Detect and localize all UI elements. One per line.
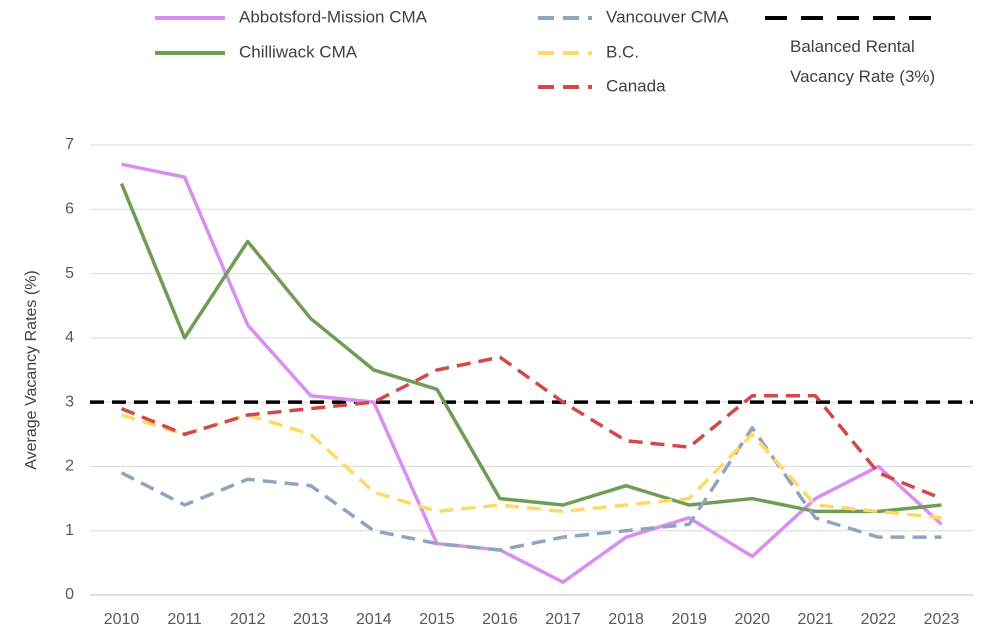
y-tick-label: 5 bbox=[65, 265, 74, 282]
x-tick-label: 2022 bbox=[861, 611, 897, 628]
x-tick-label: 2021 bbox=[798, 611, 834, 628]
x-tick-label: 2015 bbox=[419, 611, 455, 628]
x-tick-label: 2011 bbox=[167, 611, 202, 628]
x-tick-label: 2023 bbox=[924, 611, 960, 628]
series-line bbox=[121, 413, 942, 520]
y-tick-label: 4 bbox=[65, 329, 74, 346]
x-tick-label: 2013 bbox=[293, 611, 329, 628]
legend-label-box: Balanced Rental Vacancy Rate (3%) bbox=[790, 37, 936, 86]
legend-label: B.C. bbox=[606, 42, 639, 61]
legend-label: Vancouver CMA bbox=[606, 7, 729, 26]
y-tick-label: 3 bbox=[65, 393, 74, 410]
series-line bbox=[120, 355, 943, 501]
x-tick-label: 2019 bbox=[671, 611, 707, 628]
x-tick-label: 2017 bbox=[545, 611, 581, 628]
legend-label: Chilliwack CMA bbox=[239, 42, 358, 61]
y-tick-label: 7 bbox=[65, 136, 74, 153]
series-line bbox=[119, 182, 942, 514]
x-tick-label: 2014 bbox=[356, 611, 392, 628]
legend-label: Canada bbox=[606, 76, 666, 95]
y-tick-label: 6 bbox=[65, 201, 74, 218]
y-tick-label: 1 bbox=[65, 522, 74, 539]
x-tick-label: 2016 bbox=[482, 611, 518, 628]
legend-label: Balanced Rental Vacancy Rate (3%) bbox=[790, 37, 936, 86]
x-tick-label: 2020 bbox=[734, 611, 770, 628]
y-tick-label: 0 bbox=[65, 586, 74, 603]
legend-label: Abbotsford-Mission CMA bbox=[239, 7, 428, 26]
x-tick-label: 2010 bbox=[104, 611, 140, 628]
x-tick-label: 2012 bbox=[230, 611, 266, 628]
y-tick-label: 2 bbox=[65, 458, 74, 475]
x-tick-label: 2018 bbox=[608, 611, 644, 628]
series-line bbox=[120, 426, 942, 552]
y-axis-title: Average Vacancy Rates (%) bbox=[23, 270, 40, 470]
